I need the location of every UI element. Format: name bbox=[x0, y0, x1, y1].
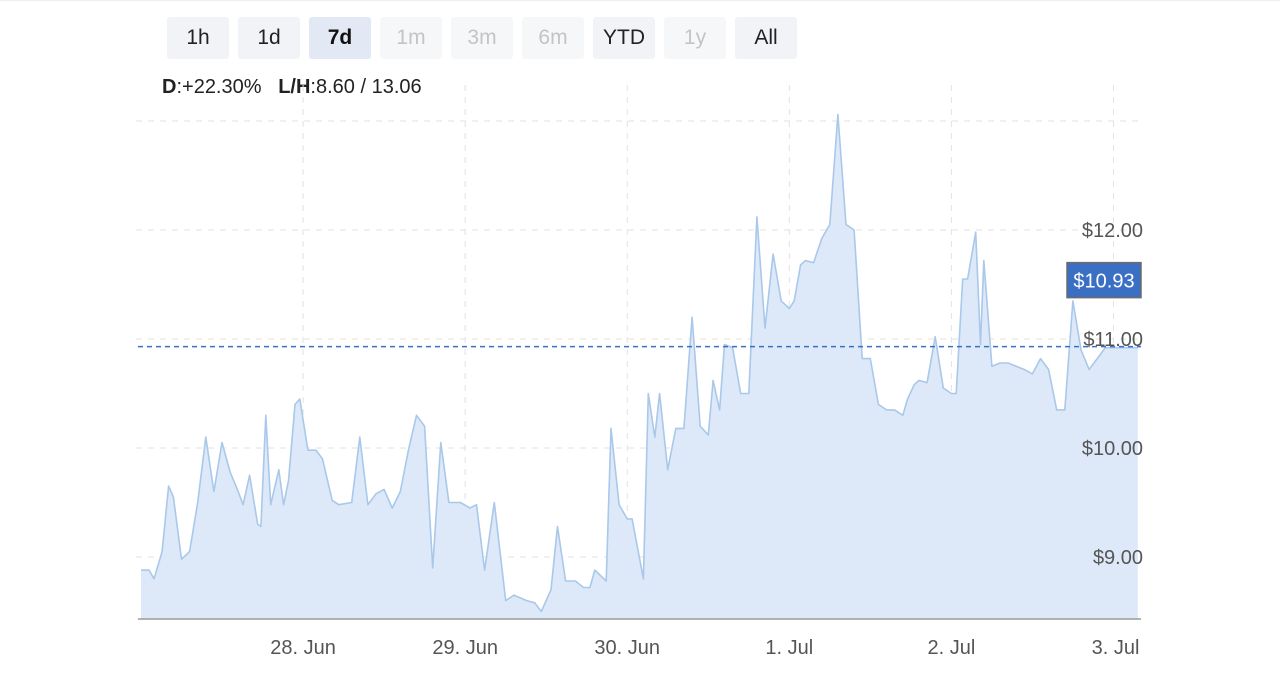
x-tick-label: 3. Jul bbox=[1092, 637, 1140, 659]
range-button-1d[interactable]: 1d bbox=[238, 17, 300, 59]
price-area-fill bbox=[141, 114, 1138, 619]
range-button-all[interactable]: All bbox=[735, 17, 797, 59]
price-stats: D:+22.30% L/H:8.60 / 13.06 bbox=[162, 76, 422, 99]
y-tick-label: $10.00 bbox=[1082, 438, 1143, 460]
low-high-label: L/H bbox=[278, 76, 311, 98]
x-tick-label: 30. Jun bbox=[594, 637, 660, 659]
price-line bbox=[141, 113, 1138, 613]
top-divider bbox=[0, 0, 1280, 1]
y-tick-label: $11.00 bbox=[1083, 329, 1143, 351]
change-label: D bbox=[162, 76, 177, 98]
x-tick-label: 29. Jun bbox=[432, 637, 498, 659]
current-price-label: $10.93 bbox=[1073, 271, 1134, 293]
change-value: :+22.30% bbox=[176, 76, 262, 98]
range-button-1h[interactable]: 1h bbox=[167, 17, 229, 59]
low-high-value: :8.60 / 13.06 bbox=[310, 76, 422, 98]
y-tick-label: $9.00 bbox=[1093, 547, 1143, 569]
x-tick-label: 2. Jul bbox=[927, 637, 975, 659]
x-tick-label: 1. Jul bbox=[765, 637, 813, 659]
current-price-badge bbox=[1066, 261, 1142, 299]
range-button-3m: 3m bbox=[451, 17, 513, 59]
y-tick-label: $12.00 bbox=[1082, 220, 1143, 242]
range-button-1y: 1y bbox=[664, 17, 726, 59]
range-button-6m: 6m bbox=[522, 17, 584, 59]
range-button-1m: 1m bbox=[380, 17, 442, 59]
range-button-ytd[interactable]: YTD bbox=[593, 17, 655, 59]
x-tick-label: 28. Jun bbox=[270, 637, 336, 659]
range-button-7d[interactable]: 7d bbox=[309, 17, 371, 59]
